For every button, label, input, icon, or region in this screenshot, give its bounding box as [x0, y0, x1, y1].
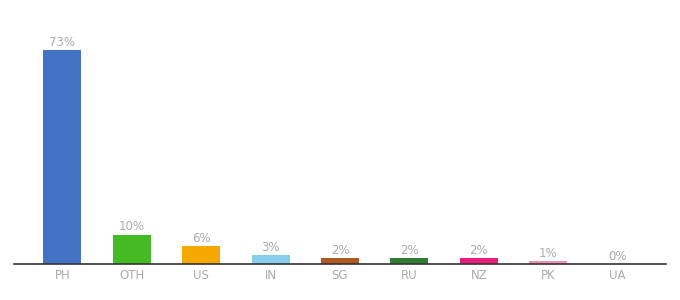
Text: 1%: 1% [539, 247, 558, 260]
Text: 2%: 2% [400, 244, 419, 257]
Bar [321, 258, 359, 264]
Bar [460, 258, 498, 264]
Text: 6%: 6% [192, 232, 211, 245]
Text: 2%: 2% [330, 244, 350, 257]
Bar [113, 235, 151, 264]
Bar [390, 258, 428, 264]
Text: 0%: 0% [609, 250, 627, 262]
Bar [182, 246, 220, 264]
Bar [44, 50, 82, 264]
Text: 3%: 3% [261, 241, 280, 254]
Text: 10%: 10% [119, 220, 145, 233]
Text: 2%: 2% [469, 244, 488, 257]
Bar [252, 255, 290, 264]
Text: 73%: 73% [50, 36, 75, 49]
Bar [529, 261, 567, 264]
